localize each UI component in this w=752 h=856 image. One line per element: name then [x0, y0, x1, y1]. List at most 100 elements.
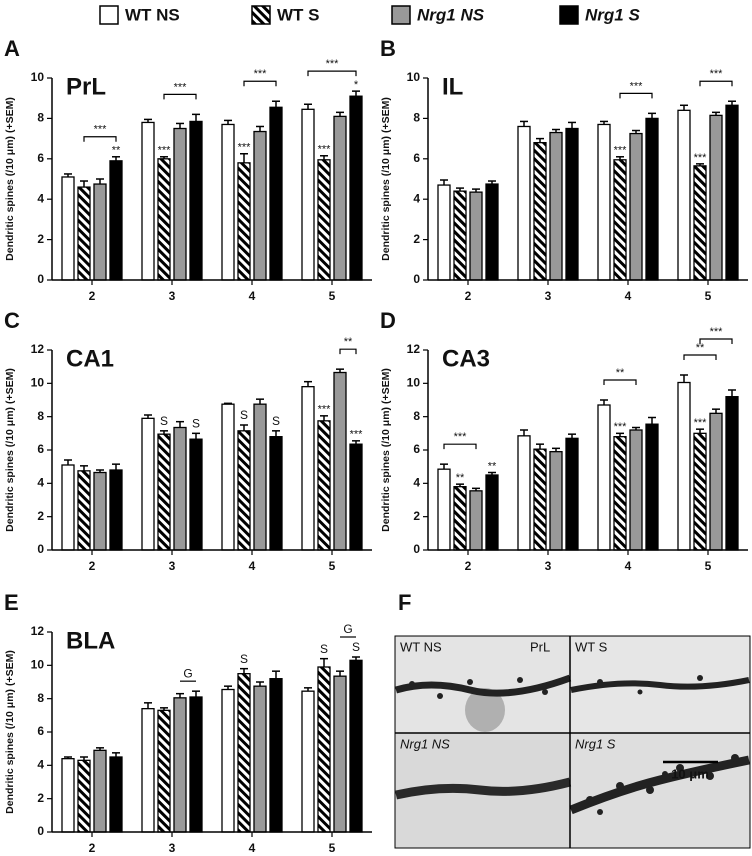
bar	[725, 396, 739, 551]
bar	[109, 160, 123, 281]
y-tick-label: 4	[37, 191, 44, 205]
bar	[517, 125, 531, 281]
bar	[221, 403, 235, 551]
bar	[237, 673, 251, 833]
significance-mark: ***	[238, 142, 252, 154]
panel-letter: F	[398, 590, 411, 615]
significance-mark: *	[354, 79, 359, 91]
bar	[437, 184, 451, 281]
y-axis-label: Dendritic spines (/10 μm) (+SEM)	[380, 97, 392, 261]
micrograph-label: Nrg1 NS	[400, 736, 450, 751]
y-tick-label: 4	[413, 476, 420, 490]
bar	[189, 120, 203, 281]
x-tick-label: 5	[329, 559, 336, 573]
bracket-label: ***	[326, 58, 340, 70]
x-tick-label: 4	[625, 559, 632, 573]
bar	[565, 127, 579, 281]
bar	[613, 159, 627, 281]
significance-mark: ***	[318, 404, 332, 416]
bar	[549, 451, 563, 551]
x-tick-label: 3	[545, 559, 552, 573]
bracket-label: ***	[254, 68, 268, 80]
significance-bracket	[699, 338, 733, 344]
panel-title: IL	[442, 73, 463, 100]
bar	[349, 443, 363, 551]
panel-letter: B	[380, 36, 396, 61]
significance-mark: ***	[350, 429, 364, 441]
micrograph-label: WT NS	[400, 639, 442, 654]
significance-bracket	[443, 443, 477, 450]
y-tick-label: 0	[37, 272, 44, 286]
x-tick-label: 2	[89, 841, 96, 855]
legend-label: WT NS	[125, 5, 180, 24]
y-tick-label: 10	[31, 658, 45, 672]
y-tick-label: 10	[407, 70, 421, 84]
bar	[253, 403, 267, 551]
bar	[693, 432, 707, 551]
legend-swatch	[99, 5, 119, 25]
bar	[597, 404, 611, 551]
bar	[317, 159, 331, 281]
bar	[677, 109, 691, 281]
bar	[645, 423, 659, 551]
significance-bracket	[619, 92, 653, 99]
y-tick-label: 0	[37, 542, 44, 556]
x-tick-label: 3	[169, 841, 176, 855]
panel-letter: A	[4, 36, 20, 61]
x-tick-label: 5	[329, 289, 336, 303]
bar	[629, 132, 643, 281]
bracket-label: ***	[710, 68, 724, 80]
bar	[61, 464, 75, 551]
x-tick-label: 2	[89, 289, 96, 303]
bar	[725, 104, 739, 281]
bar	[597, 123, 611, 281]
bracket-label: ***	[94, 124, 108, 136]
x-tick-label: 4	[249, 289, 256, 303]
y-tick-label: 12	[31, 342, 45, 356]
bar	[693, 165, 707, 281]
bracket-label: ***	[710, 326, 724, 338]
bar	[61, 758, 75, 833]
bar	[157, 709, 171, 833]
bar	[189, 438, 203, 551]
bar	[93, 183, 107, 281]
bar	[517, 435, 531, 551]
y-tick-label: 10	[31, 376, 45, 390]
y-tick-label: 6	[413, 442, 420, 456]
bar	[141, 417, 155, 551]
bar	[709, 412, 723, 551]
bracket-label: ***	[174, 81, 188, 93]
significance-mark: S	[192, 417, 200, 431]
bar	[109, 469, 123, 551]
x-tick-label: 3	[169, 559, 176, 573]
significance-bracket	[307, 70, 357, 77]
micrograph-label: WT S	[575, 639, 608, 654]
y-tick-label: 8	[37, 691, 44, 705]
x-tick-label: 2	[465, 559, 472, 573]
bar	[157, 158, 171, 281]
x-tick-label: 3	[545, 289, 552, 303]
x-tick-label: 5	[705, 289, 712, 303]
legend-swatch	[559, 5, 579, 25]
micrograph-label: 10 μm	[671, 766, 709, 781]
bar	[301, 690, 315, 833]
bar	[237, 162, 251, 281]
bar	[453, 486, 467, 551]
bar	[349, 659, 363, 833]
y-tick-label: 2	[37, 791, 44, 805]
bar	[93, 749, 107, 833]
significance-bracket	[243, 80, 277, 87]
bracket-label: ***	[630, 80, 644, 92]
bar	[269, 436, 283, 551]
panel-letter: E	[4, 590, 19, 615]
bar	[77, 759, 91, 833]
significance-bracket	[83, 136, 117, 142]
significance-mark: S	[240, 408, 248, 422]
bar	[221, 123, 235, 281]
y-tick-label: 0	[413, 272, 420, 286]
bar	[93, 471, 107, 551]
y-tick-label: 12	[407, 342, 421, 356]
y-tick-label: 12	[31, 624, 45, 638]
bar	[485, 183, 499, 281]
bar	[109, 756, 123, 833]
